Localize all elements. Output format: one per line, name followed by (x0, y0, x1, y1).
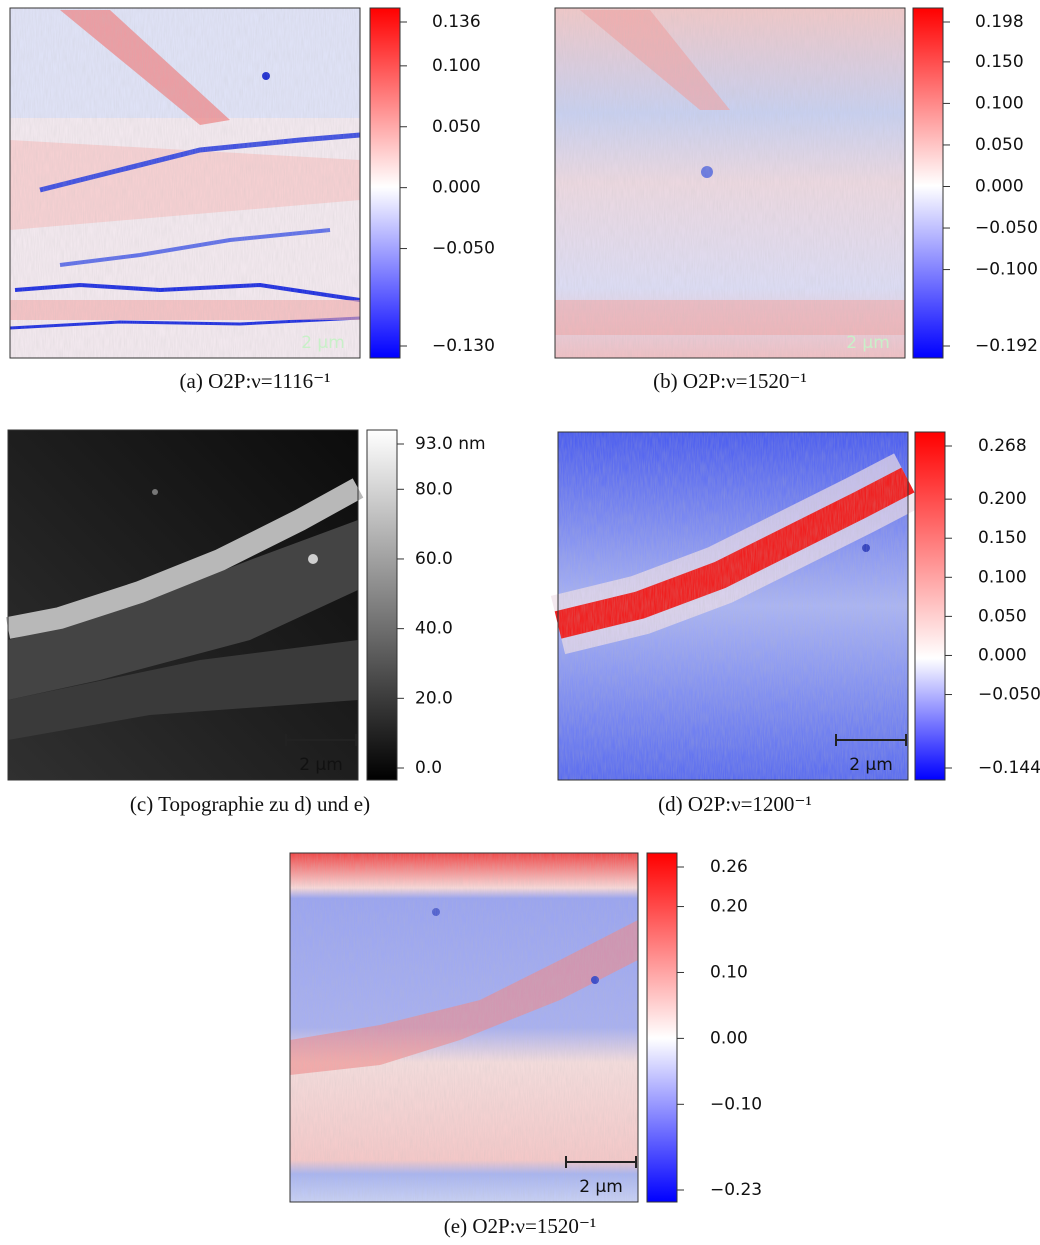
image-e (289, 852, 639, 1203)
colorbar-tick-label: 0.000 (975, 176, 1024, 196)
colorbar-tick-label: 0.100 (432, 56, 481, 76)
caption: (e) O2P:ν=1520⁻¹ (444, 1214, 596, 1238)
scale-bar-label: 2 µm (849, 755, 893, 775)
colorbar-tick-label: 80.0 (415, 479, 453, 499)
caption: (c) Topographie zu d) und e) (130, 792, 370, 816)
colorbar (646, 852, 678, 1203)
colorbar-tick-label: −0.050 (975, 218, 1038, 238)
colorbar-tick-label: 0.000 (978, 645, 1027, 665)
scale-bar-label: 2 µm (579, 1177, 623, 1197)
colorbar (914, 431, 946, 781)
colorbar-tick-label: −0.192 (975, 336, 1038, 356)
scale-bar-label: 2 µm (846, 333, 890, 353)
colorbar (369, 7, 401, 359)
colorbar-tick-label: 0.000 (432, 178, 481, 198)
colorbar-tick-label: 60.0 (415, 549, 453, 569)
colorbar (366, 429, 398, 781)
colorbar-tick-label: −0.130 (432, 336, 495, 356)
colorbar (912, 7, 944, 359)
colorbar-tick-label: 40.0 (415, 619, 453, 639)
colorbar-tick-label: 0.198 (975, 12, 1024, 32)
colorbar-tick-label: 0.050 (978, 606, 1027, 626)
colorbar-tick-label: 0.20 (710, 897, 748, 917)
scale-bar-label: 2 µm (301, 333, 345, 353)
scale-bar-label: 2 µm (299, 755, 343, 775)
caption: (b) O2P:ν=1520⁻¹ (653, 369, 807, 393)
colorbar-tick-label: 0.050 (975, 135, 1024, 155)
image-b (554, 7, 906, 359)
colorbar-tick-label: 0.0 (415, 758, 442, 778)
colorbar-tick-label: 0.268 (978, 436, 1027, 456)
colorbar-tick-label: 0.050 (432, 117, 481, 137)
colorbar-tick-label: 0.200 (978, 489, 1027, 509)
colorbar-tick-label: 0.00 (710, 1028, 748, 1048)
caption: (d) O2P:ν=1200⁻¹ (658, 792, 812, 816)
image-c (5, 429, 364, 781)
colorbar-tick-label: −0.050 (432, 239, 495, 259)
colorbar-tick-label: 20.0 (415, 688, 453, 708)
colorbar-tick-label: 0.10 (710, 962, 748, 982)
colorbar-tick-label: 0.100 (978, 567, 1027, 587)
colorbar-tick-label: 0.26 (710, 857, 748, 877)
colorbar-tick-label: −0.10 (710, 1094, 762, 1114)
colorbar-tick-label: 93.0 nm (415, 434, 486, 454)
caption: (a) O2P:ν=1116⁻¹ (180, 369, 331, 393)
colorbar-tick-label: −0.100 (975, 260, 1038, 280)
colorbar-tick-label: 0.150 (978, 528, 1027, 548)
colorbar-tick-label: −0.050 (978, 685, 1040, 705)
colorbar-tick-label: 0.150 (975, 52, 1024, 72)
image-d (550, 431, 922, 781)
image-a (9, 7, 361, 359)
colorbar-tick-label: 0.136 (432, 12, 481, 32)
colorbar-tick-label: 0.100 (975, 93, 1024, 113)
colorbar-tick-label: −0.144 (978, 758, 1040, 778)
colorbar-tick-label: −0.23 (710, 1180, 762, 1200)
